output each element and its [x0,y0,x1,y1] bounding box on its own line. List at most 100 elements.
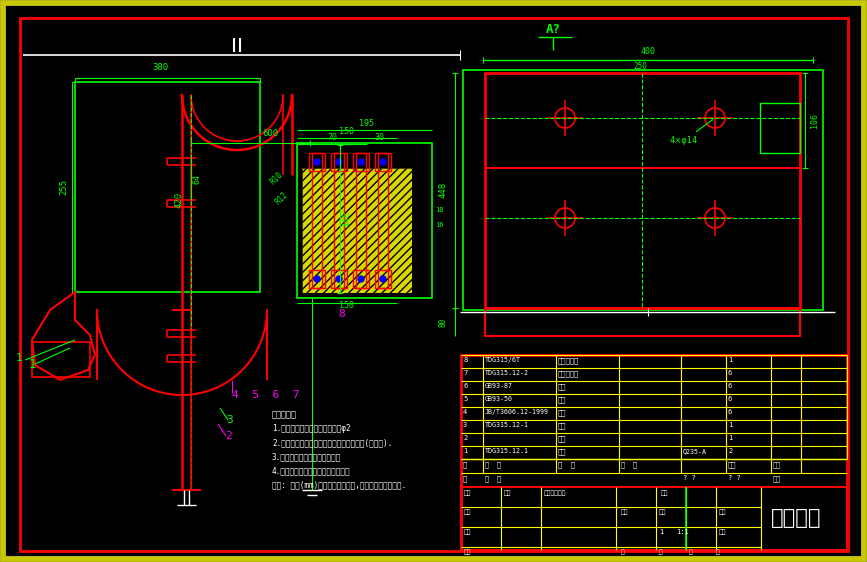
Bar [461,487,847,550]
Text: 共: 共 [621,549,625,555]
Bar [331,270,347,288]
Text: 4.配合与相关链中联轴器相对门到位: 4.配合与相关链中联轴器相对门到位 [272,466,350,475]
Bar [353,153,369,171]
Text: 内件: 内件 [558,435,566,442]
Text: 106: 106 [810,112,819,128]
Text: R12: R12 [274,190,290,206]
Text: 1: 1 [463,448,467,454]
Bar [461,355,847,550]
Circle shape [314,159,320,165]
Text: 70: 70 [327,133,337,142]
Text: 6: 6 [728,409,733,415]
Text: 1: 1 [728,357,733,363]
Text: 技术要求：: 技术要求： [272,410,297,419]
Bar [32,342,90,377]
Text: 2: 2 [463,435,467,441]
Text: 设计: 设计 [464,509,472,515]
Text: 名  称: 名 称 [558,461,575,468]
Text: 400: 400 [641,47,655,56]
Text: TDG315/6T: TDG315/6T [485,357,521,363]
Text: 料斗装置: 料斗装置 [771,508,821,528]
Text: 6: 6 [463,383,467,389]
Text: 3.拖大链组装相对的占一个节距: 3.拖大链组装相对的占一个节距 [272,452,342,461]
Text: 说明: 各部(mm)为斗提机上下端差,所以每组正入边加载.: 说明: 各部(mm)为斗提机上下端差,所以每组正入边加载. [272,480,406,489]
Text: 4  5  6  7: 4 5 6 7 [232,390,299,400]
Bar [331,153,347,171]
Text: 内件: 内件 [558,409,566,416]
Bar [375,270,391,288]
Text: 195: 195 [360,119,375,128]
Bar [297,143,432,298]
Text: 斗式提升机: 斗式提升机 [558,357,579,364]
Text: 签字: 签字 [661,490,668,496]
Text: 150: 150 [340,301,355,310]
Bar [485,308,800,336]
Text: 8: 8 [339,309,345,319]
Text: 2: 2 [728,448,733,454]
Text: 弹垫: 弹垫 [558,383,566,389]
Circle shape [336,276,342,282]
Bar [485,73,800,308]
Text: 件  号: 件 号 [485,475,501,482]
Bar [356,153,366,288]
Text: 150: 150 [340,127,355,136]
Text: 18: 18 [435,207,444,213]
Text: 1: 1 [728,422,733,428]
Text: 380: 380 [152,63,168,72]
Text: 448: 448 [438,182,447,198]
Text: 5: 5 [463,396,467,402]
Text: 7: 7 [463,370,467,376]
Circle shape [358,276,364,282]
Text: 600: 600 [262,129,278,138]
Text: 1:1: 1:1 [676,529,688,535]
Bar [312,153,322,288]
Circle shape [380,159,386,165]
Text: 备注: 备注 [773,461,781,468]
Text: 1.料斗宽幅，现在车间件上钻孔φ2: 1.料斗宽幅，现在车间件上钻孔φ2 [272,424,350,433]
Circle shape [358,159,364,165]
Text: 250: 250 [633,62,647,71]
Circle shape [314,276,320,282]
Text: 内件: 内件 [558,448,566,455]
Bar [302,168,412,293]
Text: 修改文件编号: 修改文件编号 [544,490,566,496]
Circle shape [380,276,386,282]
Text: 标准: 标准 [773,475,781,482]
Text: 4×φ14: 4×φ14 [670,120,713,145]
Text: 1: 1 [29,359,36,371]
Text: 80: 80 [438,318,447,327]
Text: 处数: 处数 [504,490,512,496]
Circle shape [336,159,342,165]
Text: 8: 8 [463,357,467,363]
Text: 数量: 数量 [728,461,736,468]
Text: 448: 448 [342,211,351,227]
Bar [463,70,823,310]
Text: Q235-A: Q235-A [683,448,707,454]
Text: 名称: 名称 [719,529,727,534]
Text: 420: 420 [174,192,183,208]
Text: 材料: 材料 [659,509,667,515]
Text: 序: 序 [463,475,467,482]
Text: TDG315.12-1: TDG315.12-1 [485,422,529,428]
Text: 审核: 审核 [464,529,472,534]
Text: 工件: 工件 [719,509,727,515]
Bar [378,153,388,288]
Text: ? ?: ? ? [728,475,740,481]
Text: 标记: 标记 [464,490,472,496]
Text: 弹垫: 弹垫 [558,396,566,402]
Text: R10: R10 [269,170,285,186]
Text: 4: 4 [463,409,467,415]
Text: 2.安装时选取适合料斗及料斗紧固螺栓型号(矩形附).: 2.安装时选取适合料斗及料斗紧固螺栓型号(矩形附). [272,438,392,447]
Text: 张: 张 [716,549,720,555]
Text: 3: 3 [463,422,467,428]
Text: TDG315.12-2: TDG315.12-2 [485,370,529,376]
Text: 序: 序 [463,461,467,468]
Bar [353,270,369,288]
Text: ? ?: ? ? [683,475,695,481]
Bar [334,153,344,288]
Text: 64: 64 [193,174,202,184]
Text: 3: 3 [226,415,233,425]
Bar [75,82,260,292]
Text: JB/T3606.12-1999: JB/T3606.12-1999 [485,409,549,415]
Text: TDG315.12.1: TDG315.12.1 [485,448,529,454]
